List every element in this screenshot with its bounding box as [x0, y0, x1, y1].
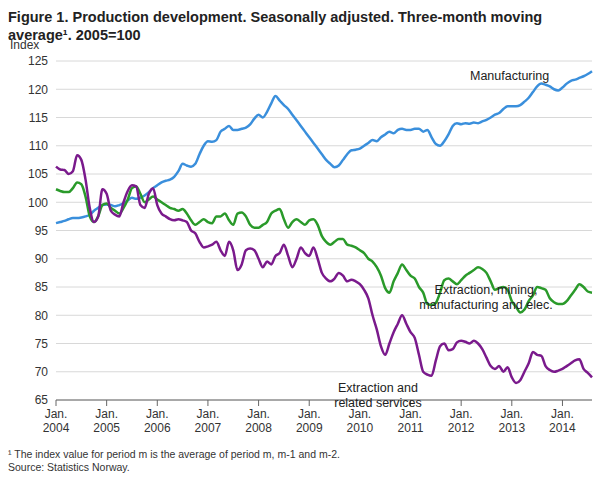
svg-text:2012: 2012 [448, 421, 475, 435]
html-text:Figure 1. Production developme: Figure 1. Production development. Season… [8, 9, 543, 43]
html-text:Source: Statistics Norway.: Source: Statistics Norway. [8, 461, 130, 473]
svg-text:125: 125 [28, 54, 48, 68]
svg-text:80: 80 [35, 309, 49, 323]
svg-text:2005: 2005 [93, 421, 120, 435]
html-text:¹ The index value for period m: ¹ The index value for period m is the av… [8, 448, 340, 460]
svg-text:related services: related services [334, 396, 422, 410]
svg-text:Jan.: Jan. [500, 407, 523, 421]
svg-text:2014: 2014 [549, 421, 576, 435]
svg-text:Jan.: Jan. [399, 407, 422, 421]
svg-text:95: 95 [35, 224, 49, 238]
svg-text:Jan.: Jan. [45, 407, 68, 421]
svg-text:Extraction, mining,: Extraction, mining, [435, 283, 538, 297]
svg-text:2010: 2010 [347, 421, 374, 435]
svg-text:100: 100 [28, 196, 48, 210]
svg-text:Jan.: Jan. [247, 407, 270, 421]
svg-text:Jan.: Jan. [146, 407, 169, 421]
svg-text:65: 65 [35, 393, 49, 407]
svg-text:2013: 2013 [498, 421, 525, 435]
svg-text:Extraction and: Extraction and [338, 381, 418, 395]
svg-text:2007: 2007 [195, 421, 222, 435]
svg-text:Jan.: Jan. [95, 407, 118, 421]
html-text:Index: Index [10, 38, 40, 52]
svg-text:Jan.: Jan. [551, 407, 574, 421]
svg-text:110: 110 [29, 139, 48, 153]
svg-text:90: 90 [35, 252, 49, 266]
svg-text:2011: 2011 [398, 421, 424, 435]
svg-text:105: 105 [28, 167, 48, 181]
svg-text:2009: 2009 [296, 421, 323, 435]
svg-text:2006: 2006 [144, 421, 171, 435]
svg-text:Manufacturing: Manufacturing [470, 69, 549, 83]
svg-text:Jan.: Jan. [298, 407, 321, 421]
svg-text:Jan.: Jan. [197, 407, 220, 421]
svg-text:85: 85 [35, 280, 49, 294]
svg-text:Jan.: Jan. [450, 407, 473, 421]
svg-text:Jan.: Jan. [349, 407, 372, 421]
svg-text:120: 120 [28, 83, 48, 97]
svg-text:2008: 2008 [245, 421, 272, 435]
svg-text:70: 70 [35, 365, 49, 379]
svg-text:manufacturing and elec.: manufacturing and elec. [419, 298, 552, 312]
svg-text:2004: 2004 [43, 421, 70, 435]
svg-text:115: 115 [29, 111, 48, 125]
svg-text:75: 75 [35, 337, 49, 351]
